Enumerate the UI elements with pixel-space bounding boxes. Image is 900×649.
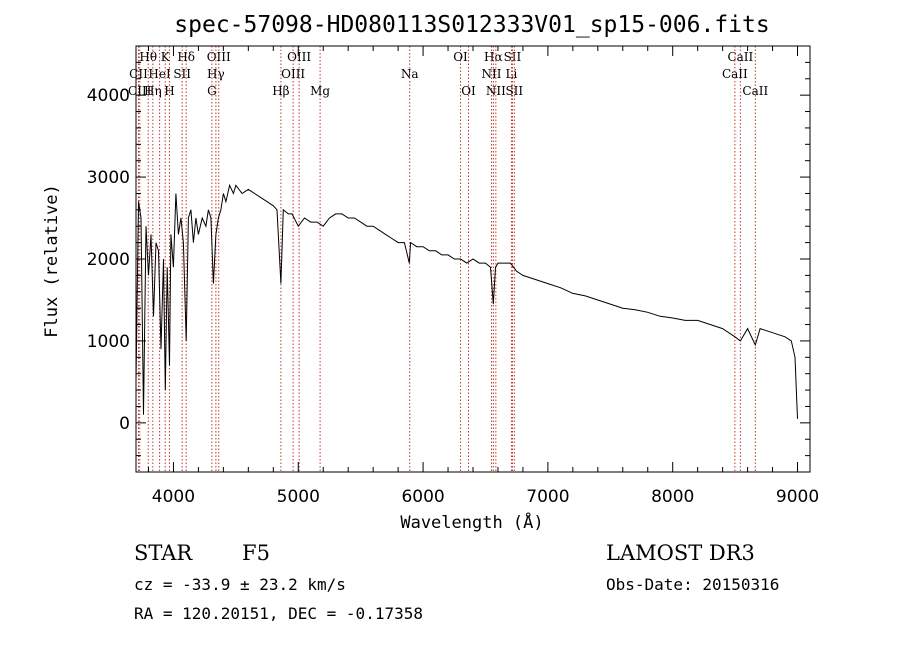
x-axis-label: Wavelength (Å) <box>400 511 543 533</box>
y-tick-label: 1000 <box>87 332 130 352</box>
y-tick-label: 3000 <box>87 168 130 188</box>
x-tick-label: 6000 <box>401 487 444 507</box>
spectrum-series-line <box>135 183 798 419</box>
spectral-line-label: Hη <box>144 84 162 98</box>
spectral-line-label: H <box>164 84 174 98</box>
spectral-line-label: CaII <box>722 67 748 81</box>
spectral-line-label: Hα <box>484 50 503 64</box>
spectral-line-label: CIII <box>128 84 152 98</box>
spectral-line-label: HeI <box>148 67 171 81</box>
spectral-line-label: OI <box>461 84 476 98</box>
x-tick-label: 4000 <box>152 487 195 507</box>
spectral-line-label: K <box>161 50 171 64</box>
spectral-line-label: Na <box>401 67 419 81</box>
spectral-line-label: SII <box>173 67 191 81</box>
x-tick-label: 7000 <box>526 487 569 507</box>
spectral-line-label: Hδ <box>177 50 195 64</box>
x-tick-label: 5000 <box>277 487 320 507</box>
y-tick-label: 2000 <box>87 250 130 270</box>
spectral-line-label: OIII <box>287 50 311 64</box>
spectral-line-label: SII <box>504 50 522 64</box>
spectral-line-label: OIII <box>281 67 305 81</box>
obs-date: Obs-Date: 20150316 <box>606 575 779 594</box>
object-class: STAR <box>134 541 193 565</box>
spectral-line-label: Hγ <box>207 67 225 81</box>
chart-title: spec-57098-HD080113S012333V01_sp15-006.f… <box>174 12 769 38</box>
y-tick-label: 0 <box>119 414 130 434</box>
spectral-line-label: CII <box>129 67 148 81</box>
survey-name: LAMOST DR3 <box>606 541 755 565</box>
spectral-lines-layer: Hθ CII CIII K HeI Hη Hδ SII H OIII Hγ G OIII OIII Hβ Mg… <box>128 46 768 472</box>
spectral-line-label: G <box>207 84 217 98</box>
spectral-line-label: Li <box>506 67 518 81</box>
spectral-line-label: CaII <box>727 50 753 64</box>
spectral-line-label: Mg <box>310 84 330 98</box>
x-tick-label: 9000 <box>776 487 819 507</box>
spectral-line-label: Hθ <box>139 50 157 64</box>
y-axis-label: Flux (relative) <box>42 184 62 338</box>
coordinates: RA = 120.20151, DEC = -0.17358 <box>134 604 423 623</box>
spectral-line-label: Hβ <box>272 84 289 98</box>
redshift-text: cz = -33.9 ± 23.2 km/s <box>134 575 346 594</box>
axis-ticks: 4000 5000 6000 7000 8000 9000 0 1000 2000 3000 400… <box>87 46 819 507</box>
spectral-line-label: CaII <box>742 84 768 98</box>
y-tick-label: 4000 <box>87 86 130 106</box>
spectral-line-label: NII <box>481 67 501 81</box>
spectral-line-label: OIII <box>207 50 231 64</box>
object-subclass: F5 <box>242 541 270 565</box>
spectral-line-label: NII <box>486 84 506 98</box>
spectral-line-label: SII <box>505 84 523 98</box>
spectral-line-label: OI <box>453 50 468 64</box>
x-tick-label: 8000 <box>651 487 694 507</box>
